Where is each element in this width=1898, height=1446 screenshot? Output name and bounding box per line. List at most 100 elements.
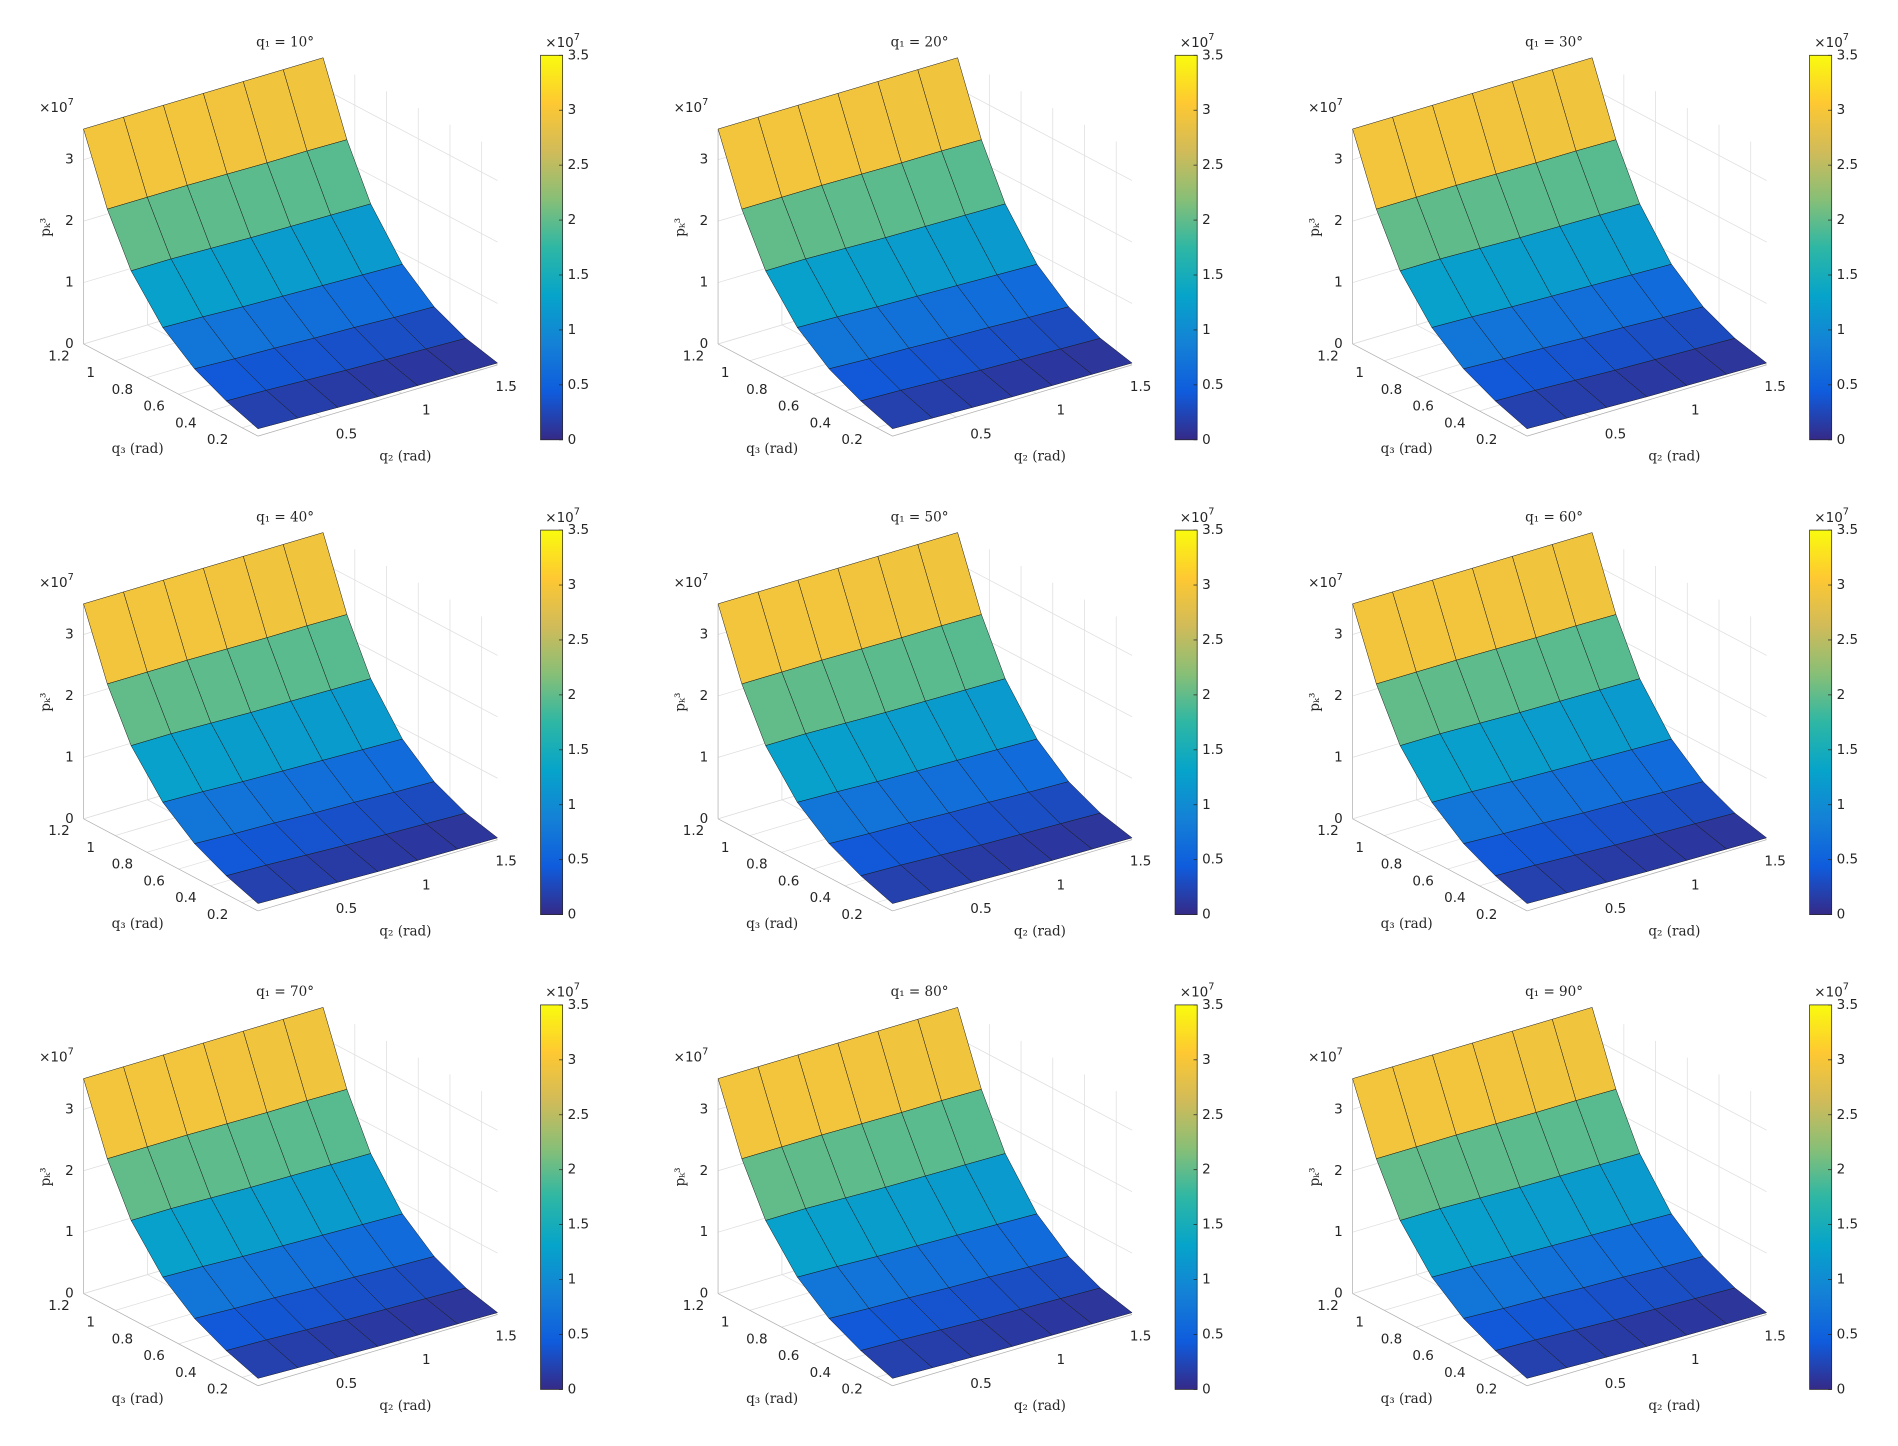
colorbar-tick-label: 1.5 [1837, 742, 1858, 758]
q3-tick-label: 1 [86, 840, 95, 856]
q3-tick-label: 1 [721, 840, 730, 856]
colorbar-exponent: ×107 [545, 32, 580, 51]
q3-tick-label: 0.6 [1412, 1348, 1433, 1364]
q3-tick-label: 0.8 [112, 1331, 133, 1347]
colorbar-exponent-power: 7 [1208, 981, 1214, 992]
q3-tick-label: 0.4 [1444, 890, 1465, 906]
surface-cell [860, 864, 933, 904]
q3-axis-label: q₃ (rad) [112, 441, 164, 457]
q2-tick-label: 1.5 [1130, 1328, 1151, 1344]
z-exponent-base: ×10 [1308, 1050, 1337, 1066]
colorbar-tick-label: 2.5 [1837, 632, 1858, 648]
colorbar-tick-label: 1.5 [568, 742, 589, 758]
z-exponent: ×107 [1308, 1047, 1343, 1066]
colorbar [540, 1004, 564, 1390]
colorbar-tick-label: 0.5 [568, 1327, 589, 1343]
subplot-title: q₁ = 80° [891, 984, 949, 1000]
z-tick-label: 0 [65, 1286, 74, 1302]
z-tick-label: 0 [700, 1286, 709, 1302]
colorbar-tick-label: 0.5 [568, 852, 589, 868]
colorbar-tick-label: 1 [1202, 1272, 1211, 1288]
z-tick-label: 0 [700, 811, 709, 827]
grid-line [957, 1037, 1133, 1131]
z-tick-label: 2 [700, 688, 709, 704]
subplot-title: q₁ = 90° [1525, 984, 1583, 1000]
q3-tick-label: 0.6 [143, 873, 164, 889]
z-exponent-power: 7 [702, 572, 708, 583]
q3-axis-label: q₃ (rad) [746, 1391, 798, 1407]
colorbar-tick-label: 3.5 [1202, 522, 1223, 538]
colorbar [1174, 529, 1198, 915]
q3-tick-label: 0.4 [175, 1365, 196, 1381]
q3-tick-label: 0.6 [778, 1348, 799, 1364]
q3-axis-label: q₃ (rad) [746, 441, 798, 457]
colorbar-tick-label: 1 [1202, 322, 1211, 338]
colorbar-tick-label: 3.5 [1837, 997, 1858, 1013]
q3-tick-label: 0.6 [778, 873, 799, 889]
z-tick-label: 2 [65, 213, 74, 229]
q2-tick-label: 1 [1057, 1352, 1066, 1368]
colorbar-tick-label: 3 [1837, 1052, 1846, 1068]
q3-tick-label: 0.4 [1444, 1365, 1465, 1381]
colorbar-tick-label: 3.5 [568, 522, 589, 538]
z-exponent-base: ×10 [39, 575, 67, 591]
q3-tick-label: 1 [86, 365, 95, 381]
z-exponent: ×107 [1308, 97, 1343, 116]
colorbar-tick-label: 0.5 [1202, 377, 1223, 393]
q2-axis-label: q₂ (rad) [1014, 923, 1066, 939]
z-axis-label: pₖ³ [38, 1167, 54, 1186]
z-tick-label: 1 [65, 749, 74, 765]
z-exponent-power: 7 [68, 97, 74, 108]
z-exponent-base: ×10 [674, 100, 703, 116]
colorbar-exponent: ×107 [1814, 507, 1849, 526]
colorbar-tick-label: 2 [1202, 212, 1211, 228]
colorbar-tick-label: 0.5 [1202, 852, 1223, 868]
colorbar-tick-label: 3 [1202, 577, 1211, 593]
q3-tick-label: 1.2 [1317, 1298, 1338, 1314]
colorbar-tick-label: 1 [1837, 1272, 1846, 1288]
colorbar-exponent-base: ×10 [1180, 35, 1209, 51]
z-tick-label: 0 [1334, 1286, 1343, 1302]
colorbar-tick-label: 2.5 [1202, 157, 1223, 173]
q3-tick-label: 0.4 [1444, 415, 1465, 431]
q3-tick-label: 1 [1355, 840, 1364, 856]
surface-cell [860, 1339, 933, 1379]
q2-tick-label: 1 [422, 403, 431, 419]
q2-tick-label: 1 [1691, 877, 1700, 893]
q3-tick-label: 0.6 [143, 1348, 164, 1364]
q3-tick-label: 0.2 [207, 1382, 228, 1398]
colorbar-tick-label: 3.5 [568, 47, 589, 63]
q2-tick-label: 1.5 [1130, 379, 1151, 395]
axis-line [717, 1293, 893, 1387]
colorbar-tick-label: 1.5 [1202, 1217, 1223, 1233]
colorbar-tick-label: 2 [568, 212, 577, 228]
colorbar-tick-label: 1.5 [1837, 1217, 1858, 1233]
colorbar [540, 54, 564, 441]
z-tick-label: 1 [700, 1224, 709, 1240]
z-tick-label: 1 [1334, 275, 1343, 291]
colorbar-tick-label: 2.5 [1202, 1107, 1223, 1123]
q3-tick-label: 0.8 [1381, 857, 1402, 873]
axis-line [1352, 1293, 1528, 1387]
colorbar-exponent: ×107 [1814, 981, 1849, 1000]
q3-tick-label: 0.4 [175, 890, 196, 906]
grid-line [957, 88, 1133, 181]
z-tick-label: 1 [700, 749, 709, 765]
q2-tick-label: 1 [1057, 877, 1066, 893]
q2-tick-label: 0.5 [970, 426, 991, 442]
q3-tick-label: 1.2 [683, 348, 704, 364]
q3-tick-label: 0.2 [207, 907, 228, 923]
colorbar-tick-label: 2.5 [568, 157, 589, 173]
colorbar-tick-label: 2.5 [1202, 632, 1223, 648]
colorbar-exponent: ×107 [1180, 32, 1215, 51]
z-axis-label: pₖ³ [673, 218, 689, 237]
q2-tick-label: 1.5 [495, 854, 516, 870]
q3-tick-label: 0.2 [841, 432, 862, 448]
z-tick-label: 1 [1334, 1224, 1343, 1240]
colorbar-exponent-power: 7 [574, 507, 580, 518]
z-tick-label: 2 [65, 1163, 74, 1179]
colorbar-tick-label: 3.5 [1837, 47, 1858, 63]
q3-tick-label: 0.4 [810, 415, 831, 431]
